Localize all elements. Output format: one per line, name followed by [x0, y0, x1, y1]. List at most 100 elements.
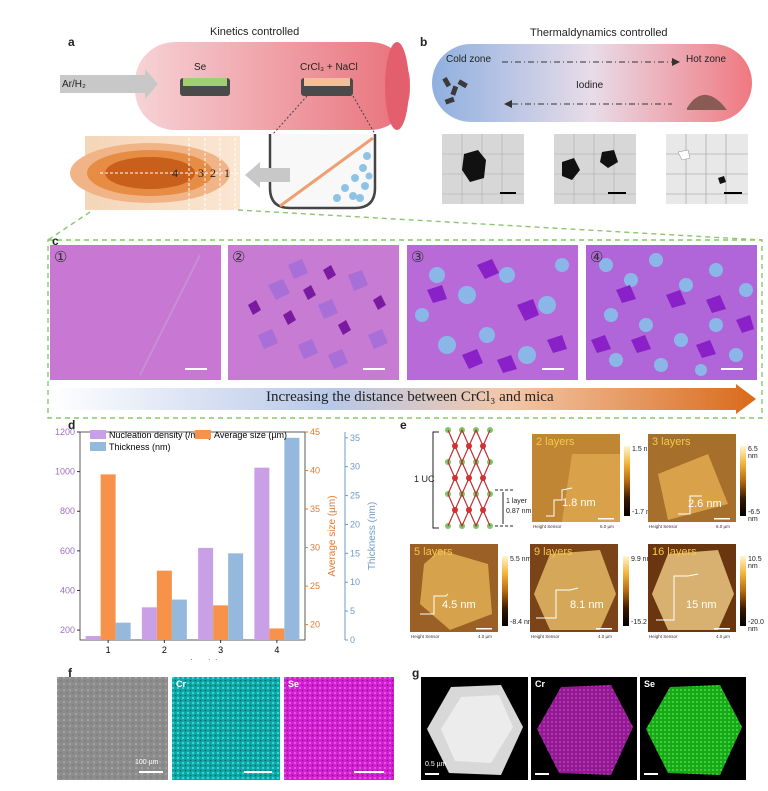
legend-label-2: Average size (µm) — [214, 430, 287, 440]
bar-3-4 — [284, 437, 300, 640]
right1-tick-label: 45 — [310, 427, 320, 437]
nucleation-chart: 200 400 600 800 1000 1200 20 25 30 35 40 45 0 5 10 15 20… — [50, 427, 378, 660]
afm-1-colorbar — [624, 446, 630, 516]
afm-1-layers: 2 layers — [536, 436, 575, 448]
micrograph-4: ④ — [586, 245, 757, 380]
right2-tick-label: 5 — [350, 606, 355, 616]
cr-scalebar-g — [535, 773, 549, 775]
cr-label-g: Cr — [535, 679, 546, 689]
panel-b-label: b — [420, 35, 428, 49]
layer-note-1: 1 layer — [506, 498, 528, 505]
right2-tick-label: 0 — [350, 635, 355, 645]
afm-4-sensor: Height Sensor — [531, 634, 560, 639]
uc-label: 1 UC — [414, 474, 435, 484]
afm-4-layers: 9 layers — [534, 546, 573, 558]
crystal-photos — [442, 134, 748, 204]
afm-1-sensor: Height Sensor — [533, 524, 562, 529]
layer-note-2: 0.87 nm — [506, 508, 532, 515]
afm-5-layers: 16 layers — [652, 546, 697, 558]
micrograph-2: ② — [228, 245, 399, 380]
panel-e-label: e — [400, 418, 407, 432]
bar-2-3 — [213, 605, 229, 640]
afm-4-scale: 4.0 µm — [598, 634, 612, 639]
cr-map-g: Cr — [531, 677, 637, 780]
legend-swatch-3 — [90, 442, 106, 451]
unit-cell-bracket — [432, 431, 515, 529]
afm-3-height: 4.5 nm — [442, 599, 476, 611]
afm-5-sensor: Height Sensor — [649, 634, 678, 639]
afm-5-top: 10.5 nm — [748, 556, 762, 570]
afm-4-top: 9.9 nm — [631, 556, 653, 563]
afm-2-top: 6.5 nm — [748, 446, 758, 460]
afm-2-scale: 6.0 µm — [716, 524, 730, 529]
cold-zone-label: Cold zone — [446, 54, 492, 65]
cr-scalebar-f — [244, 771, 272, 773]
cr-label-f: Cr — [176, 679, 187, 689]
afm-image-9-layers: 9 layers 8.1 nm — [530, 544, 618, 632]
afm-2-layers: 3 layers — [652, 436, 691, 448]
panel-a-title: Kinetics controlled — [210, 26, 300, 38]
sem-scale-label: 100 µm — [135, 759, 159, 766]
se-scalebar-f — [354, 771, 384, 773]
afm-3-layers: 5 layers — [414, 546, 453, 558]
left-tick-label: 600 — [60, 546, 75, 556]
panel-b-title: Thermaldynamics controlled — [530, 27, 668, 39]
hot-zone-label: Hot zone — [686, 54, 727, 65]
right2-tick-label: 10 — [350, 577, 360, 587]
x-tick-label: 4 — [274, 645, 279, 655]
micrograph-3: ③ — [407, 245, 578, 380]
location-3: 3 — [198, 166, 204, 180]
se-scalebar-g — [644, 773, 658, 775]
afm-2-bottom: -6.5 nm — [748, 509, 761, 523]
afm-1-top: 1.5 nm — [632, 446, 654, 453]
two-zone-tube-diagram — [432, 44, 752, 122]
left-tick-label: 800 — [60, 506, 75, 516]
afm-3-top: 5.5 nm — [510, 556, 532, 563]
x-tick-label: 1 — [106, 645, 111, 655]
bar-1-4 — [254, 467, 270, 640]
afm-4-height: 8.1 nm — [570, 599, 604, 611]
afm-1-bottom: -1.7 nm — [632, 509, 656, 516]
afm-1-height: 1.8 nm — [562, 497, 596, 509]
afm-5-colorbar — [740, 556, 746, 626]
cr-map-f: Cr — [172, 677, 280, 780]
afm-image-2-layers: 2 layers 1.8 nm — [532, 434, 620, 522]
left-axis-title: Nucleation density (/mm²) — [50, 479, 51, 593]
x-tick-label: 2 — [162, 645, 167, 655]
legend-swatch-2 — [195, 430, 211, 439]
right2-tick-label: 35 — [350, 433, 360, 443]
panel-a-label: a — [68, 35, 75, 49]
right2-tick-label: 25 — [350, 491, 360, 501]
afm-3-colorbar — [502, 556, 508, 626]
afm-5-height: 15 nm — [686, 599, 717, 611]
afm-2-height: 2.6 nm — [688, 498, 722, 510]
panel-c-label: c — [52, 234, 59, 248]
afm-1-scale: 6.0 µm — [600, 524, 614, 529]
left-tick-label: 400 — [60, 585, 75, 595]
se-label: Se — [194, 62, 207, 73]
bar-2-1 — [100, 474, 116, 640]
left-tick-label: 200 — [60, 625, 75, 635]
x-axis-title: Location (#) — [166, 659, 219, 660]
distance-arrow-text: Increasing the distance between CrCl₃ an… — [266, 389, 554, 405]
micrograph-4-label: ④ — [590, 249, 604, 266]
se-map-f: Se — [284, 677, 394, 780]
plot-frame — [79, 431, 306, 641]
micrograph-1-label: ① — [54, 249, 68, 266]
iodine-label: Iodine — [576, 80, 604, 91]
left-tick-label: 1200 — [55, 427, 75, 437]
tem-scalebar — [425, 773, 439, 775]
afm-image-16-layers: 16 layers 15 nm — [648, 544, 736, 632]
legend-swatch-1 — [90, 430, 106, 439]
panel-d-label: d — [68, 418, 76, 432]
panel-c-frame — [47, 209, 763, 419]
tube-furnace-diagram — [60, 42, 410, 210]
bar-2-2 — [156, 570, 172, 640]
legend-label-1: Nucleation density (/mm²) — [109, 430, 212, 440]
right2-tick-label: 30 — [350, 462, 360, 472]
afm-4-colorbar — [623, 556, 629, 626]
bar-3-3 — [228, 553, 244, 640]
right2-axis-title: Thickness (nm) — [367, 502, 378, 570]
bar-3-2 — [171, 599, 187, 640]
crystal-structure-model — [445, 427, 493, 529]
